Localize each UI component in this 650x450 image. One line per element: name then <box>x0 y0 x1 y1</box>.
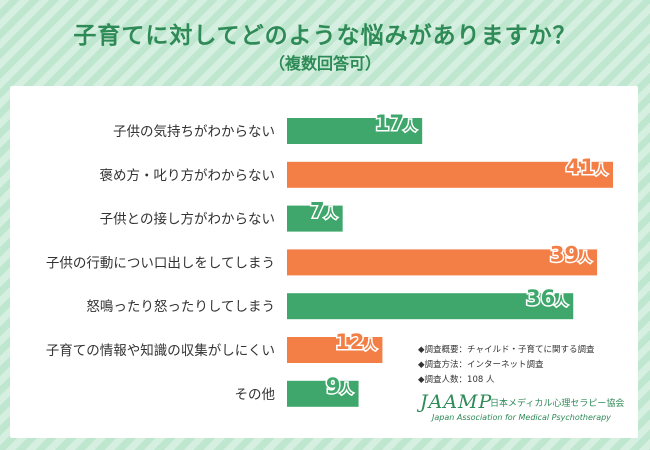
survey-notes: ◆調査概要：チャイルド・子育てに関する調査 ◆調査方法：インターネット調査 ◆調… <box>418 343 594 388</box>
data-label: 41人 <box>566 155 608 179</box>
bar <box>287 118 423 144</box>
data-label: 7人 <box>310 199 338 223</box>
category-label: 怒鳴ったり怒ったりしてしまう <box>86 299 275 315</box>
survey-note-method: ◆調査方法：インターネット調査 <box>418 360 544 370</box>
category-label: 褒め方・叱り方がわからない <box>100 168 276 184</box>
survey-note-count: ◆調査人数：108 人 <box>418 375 495 385</box>
data-label: 12人 <box>335 330 377 354</box>
data-label: 36人 <box>526 286 568 310</box>
logo-name-jp: 日本メディカル心理セラピー協会 <box>490 399 625 409</box>
category-label: 子供の気持ちがわからない <box>113 124 275 140</box>
chart-subtitle: （複数回答可） <box>268 54 381 73</box>
chart-title: 子育てに対してどのような悩みがありますか？ <box>73 23 577 49</box>
bar <box>287 205 343 232</box>
survey-note-summary: ◆調査概要：チャイルド・子育てに関する調査 <box>418 345 595 355</box>
category-label: 子供との接し方がわからない <box>100 211 275 228</box>
category-label: その他 <box>235 387 276 403</box>
bar <box>287 161 613 188</box>
bar <box>287 249 598 276</box>
data-label: 39人 <box>550 242 592 266</box>
jaamp-logo: JAAMP 日本メディカル心理セラピー協会 Japan Association … <box>418 391 638 431</box>
bar <box>287 337 383 363</box>
bar <box>287 293 574 320</box>
logo-mark: JAAMP <box>420 391 493 413</box>
data-label: 17人 <box>375 111 417 135</box>
bar <box>287 380 359 407</box>
logo-name-en: Japan Association for Medical Psychother… <box>432 413 611 422</box>
category-label: 子供の行動につい口出しをしてしまう <box>46 255 275 271</box>
data-label: 9人 <box>326 374 354 398</box>
category-label: 子育ての情報や知識の収集がしにくい <box>46 342 275 359</box>
